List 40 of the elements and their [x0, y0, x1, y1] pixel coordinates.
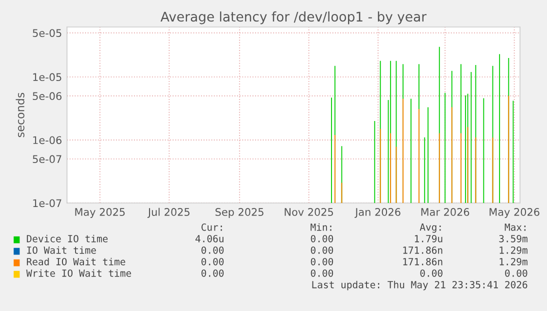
text: 1.29m: [500, 246, 528, 254]
legend-label: Device IO time: [26, 234, 108, 242]
text: 0.00: [420, 269, 442, 277]
x-tick-label: Jan 2026: [354, 208, 400, 218]
x-tick-label: May 2025: [75, 208, 125, 218]
chart-title: Average latency for /dev/loop1 - by year: [160, 11, 427, 24]
legend-label: Write IO Wait time: [26, 269, 132, 277]
text: Cur:: [202, 223, 222, 231]
y-tick-label: 5e-07: [32, 155, 62, 164]
y-tick-label: 5e-05: [32, 29, 62, 37]
x-tick-label: Sep 2025: [216, 208, 264, 218]
x-tick-label: Nov 2025: [284, 208, 333, 216]
text: 0.00: [310, 234, 334, 242]
x-tick-label: Jul 2025: [147, 208, 190, 218]
text: 1.29m: [500, 258, 528, 266]
text: 171.86n: [403, 258, 442, 266]
y-tick-label: 5e-06: [32, 92, 62, 100]
text: 1.79u: [414, 234, 442, 242]
text: 0.00: [310, 269, 334, 277]
text: Min:: [310, 223, 332, 231]
y-tick-label: 1e-05: [33, 73, 62, 82]
text: 0.00: [201, 246, 224, 254]
text: 0.00: [201, 269, 224, 277]
text: 171.86n: [403, 246, 442, 254]
text: Last update: Thu May 21 23:35:41 2026: [312, 280, 528, 290]
legend-label: Read IO Wait time: [26, 258, 126, 266]
text: 0.00: [310, 258, 334, 266]
text: 0.00: [201, 258, 224, 266]
y-tick-label: 1e-06: [33, 136, 62, 144]
legend-label: IO Wait time: [27, 246, 96, 254]
text: 0.00: [310, 246, 334, 254]
text: Avg:: [420, 224, 441, 233]
text: 3.59m: [499, 234, 528, 242]
text: Max:: [504, 224, 526, 231]
y-axis-title: seconds: [16, 92, 24, 138]
x-tick-label: May 2026: [490, 208, 540, 218]
y-tick-label: 1e-07: [33, 199, 62, 208]
x-tick-label: Mar 2026: [421, 208, 470, 216]
text: 4.06u: [195, 234, 224, 242]
text: 0.00: [505, 269, 528, 277]
